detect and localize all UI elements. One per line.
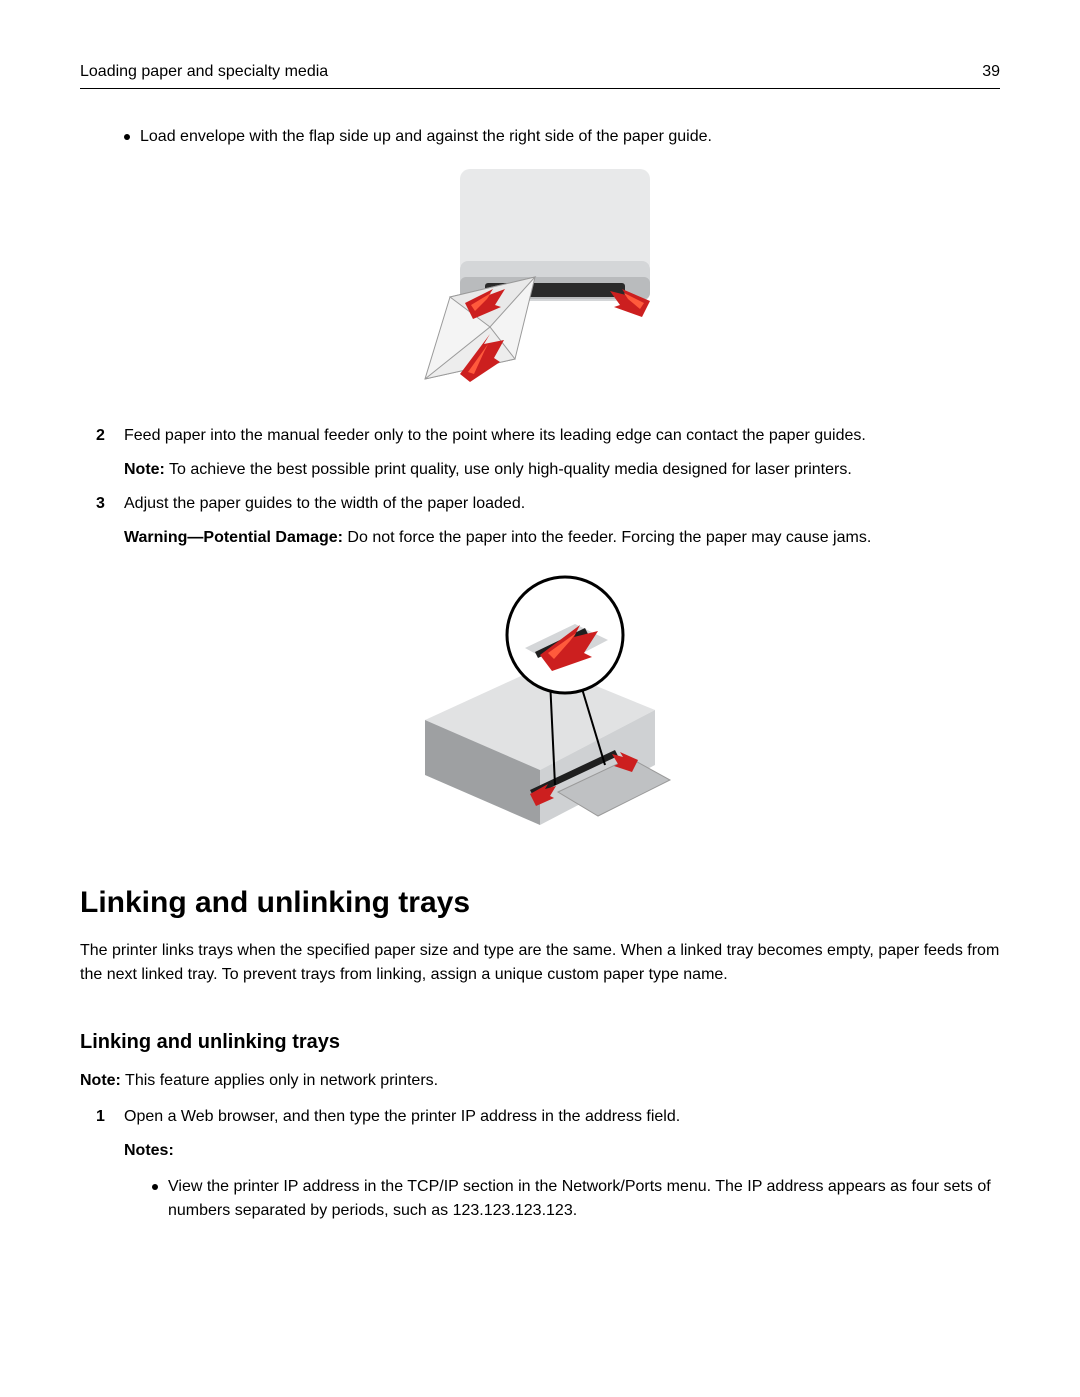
step-text: Feed paper into the manual feeder only t…	[124, 424, 1000, 448]
step-number: 3	[96, 492, 124, 550]
page-header: Loading paper and specialty media 39	[80, 60, 1000, 89]
ordered-step-1: 1 Open a Web browser, and then type the …	[96, 1105, 1000, 1129]
page-number: 39	[982, 60, 1000, 84]
bullet-text: View the printer IP address in the TCP/I…	[168, 1175, 1000, 1223]
step-text: Adjust the paper guides to the width of …	[124, 492, 1000, 516]
step-body: Open a Web browser, and then type the pr…	[124, 1105, 1000, 1129]
list-item: Load envelope with the flap side up and …	[124, 125, 1000, 149]
bullet-icon	[152, 1184, 158, 1190]
figure-paper-guides	[80, 570, 1000, 830]
note-label: Note:	[80, 1072, 121, 1089]
paper-guides-illustration	[380, 570, 700, 830]
ordered-step-3: 3 Adjust the paper guides to the width o…	[96, 492, 1000, 550]
ordered-step-2: 2 Feed paper into the manual feeder only…	[96, 424, 1000, 482]
step-warning: Warning—Potential Damage: Do not force t…	[124, 526, 1000, 550]
step-number: 1	[96, 1105, 124, 1129]
chapter-title: Loading paper and specialty media	[80, 60, 328, 84]
step-number: 2	[96, 424, 124, 482]
section-paragraph: The printer links trays when the specifi…	[80, 939, 1000, 987]
step-body: Feed paper into the manual feeder only t…	[124, 424, 1000, 482]
bullet-icon	[124, 134, 130, 140]
subsection-heading: Linking and unlinking trays	[80, 1027, 1000, 1057]
notes-label: Notes:	[124, 1139, 1000, 1163]
envelope-load-illustration	[390, 169, 690, 394]
bullet-text: Load envelope with the flap side up and …	[140, 125, 1000, 149]
subsection-note: Note: This feature applies only in netwo…	[80, 1069, 1000, 1093]
section-heading: Linking and unlinking trays	[80, 880, 1000, 925]
list-item: View the printer IP address in the TCP/I…	[152, 1175, 1000, 1223]
warning-text: Do not force the paper into the feeder. …	[343, 529, 871, 546]
note-label: Note:	[124, 461, 165, 478]
figure-envelope-load	[80, 169, 1000, 394]
note-text: This feature applies only in network pri…	[121, 1072, 438, 1089]
step-body: Adjust the paper guides to the width of …	[124, 492, 1000, 550]
step-text: Open a Web browser, and then type the pr…	[124, 1105, 1000, 1129]
step-note: Note: To achieve the best possible print…	[124, 458, 1000, 482]
note-text: To achieve the best possible print quali…	[165, 461, 852, 478]
warning-label: Warning—Potential Damage:	[124, 529, 343, 546]
